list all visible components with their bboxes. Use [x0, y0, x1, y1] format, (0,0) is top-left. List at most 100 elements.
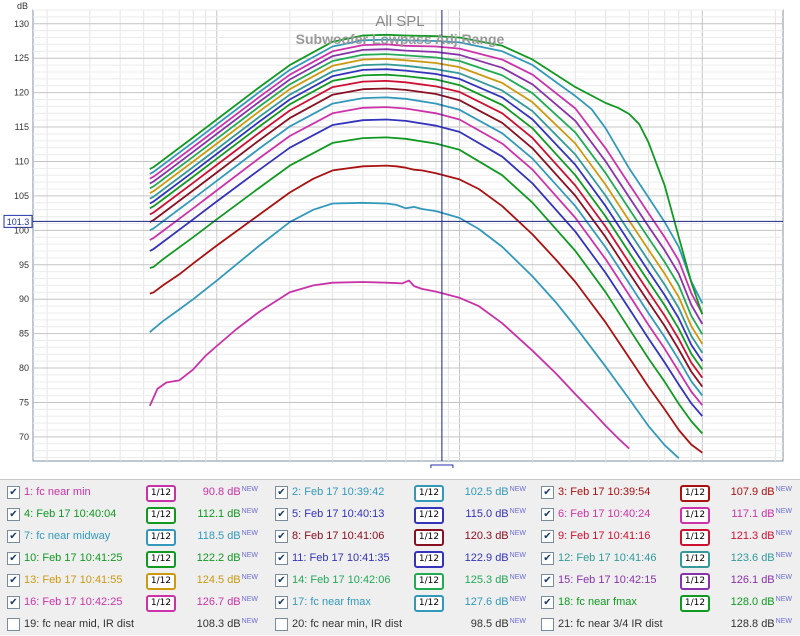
- checkbox-checked-icon[interactable]: ✔: [275, 508, 288, 521]
- legend-value-text: 120.3 dB: [464, 530, 509, 542]
- smoothing-button[interactable]: 1/12: [414, 529, 444, 546]
- checkbox-checked-icon[interactable]: ✔: [275, 596, 288, 609]
- smoothing-button[interactable]: 1/12: [414, 485, 444, 502]
- checkbox-checked-icon[interactable]: ✔: [275, 530, 288, 543]
- checkbox-checked-icon[interactable]: ✔: [7, 508, 20, 521]
- legend-item[interactable]: 19: fc near mid, IR dist 108.3 dBNEW: [0, 614, 266, 636]
- smoothing-button[interactable]: 1/12: [680, 507, 710, 524]
- checkbox-checked-icon[interactable]: ✔: [7, 552, 20, 565]
- x-tick-label: 800: [672, 467, 686, 468]
- legend-label: 14: Feb 17 10:42:06: [292, 574, 391, 586]
- smoothing-button[interactable]: 1/12: [414, 595, 444, 612]
- smoothing-button[interactable]: 1/12: [680, 573, 710, 590]
- checkbox-unchecked-icon[interactable]: [7, 618, 20, 631]
- x-tick-label: 60: [401, 467, 411, 468]
- checkbox-checked-icon[interactable]: ✔: [541, 596, 554, 609]
- smoothing-button[interactable]: 1/12: [414, 551, 444, 568]
- smoothing-button[interactable]: 1/12: [414, 507, 444, 524]
- series-line-2: [149, 201, 680, 459]
- chart-grid: [32, 9, 784, 462]
- legend-item[interactable]: ✔ 5: Feb 17 10:40:13 1/12 115.0 dBNEW: [268, 504, 534, 526]
- checkbox-unchecked-icon[interactable]: [541, 618, 554, 631]
- chart-subtitle: Subwoofer Lowpass Adj Range: [296, 31, 505, 47]
- smoothing-button[interactable]: 1/12: [680, 595, 710, 612]
- y-tick-label: 85: [19, 329, 29, 339]
- series-line-11: [149, 68, 704, 362]
- legend-item[interactable]: ✔ 9: Feb 17 10:41:16 1/12 121.3 dBNEW: [534, 526, 800, 548]
- checkbox-checked-icon[interactable]: ✔: [275, 552, 288, 565]
- legend-label: 3: Feb 17 10:39:54: [558, 486, 651, 498]
- legend-panel: ✔ 1: fc near min 1/12 90.8 dBNEW ✔ 2: Feb 17 …: [0, 479, 800, 635]
- checkbox-checked-icon[interactable]: ✔: [7, 574, 20, 587]
- legend-new-badge: NEW: [509, 596, 526, 603]
- smoothing-button[interactable]: 1/12: [146, 485, 176, 502]
- y-tick-label: 100: [14, 225, 29, 235]
- cursor-x-readout: 84.6: [433, 467, 451, 469]
- checkbox-checked-icon[interactable]: ✔: [541, 486, 554, 499]
- legend-value-text: 107.9 dB: [730, 486, 775, 498]
- checkbox-checked-icon[interactable]: ✔: [275, 574, 288, 587]
- legend-value: 126.1 dBNEW: [731, 574, 792, 586]
- checkbox-unchecked-icon[interactable]: [275, 618, 288, 631]
- checkbox-checked-icon[interactable]: ✔: [7, 596, 20, 609]
- legend-value: 102.5 dBNEW: [465, 486, 526, 498]
- legend-item[interactable]: ✔ 4: Feb 17 10:40:04 1/12 112.1 dBNEW: [0, 504, 266, 526]
- smoothing-button[interactable]: 1/12: [146, 551, 176, 568]
- checkbox-checked-icon[interactable]: ✔: [541, 574, 554, 587]
- legend-item[interactable]: ✔ 10: Feb 17 10:41:25 1/12 122.2 dBNEW: [0, 548, 266, 570]
- legend-value-text: 126.7 dB: [196, 596, 241, 608]
- legend-item[interactable]: ✔ 6: Feb 17 10:40:24 1/12 117.1 dBNEW: [534, 504, 800, 526]
- smoothing-button[interactable]: 1/12: [146, 507, 176, 524]
- checkbox-checked-icon[interactable]: ✔: [7, 530, 20, 543]
- y-tick-label: 95: [19, 260, 29, 270]
- legend-item[interactable]: ✔ 17: fc near fmax 1/12 127.6 dBNEW: [268, 592, 534, 614]
- legend-label: 9: Feb 17 10:41:16: [558, 530, 651, 542]
- legend-item[interactable]: ✔ 8: Feb 17 10:41:06 1/12 120.3 dBNEW: [268, 526, 534, 548]
- legend-value-text: 128.8 dB: [730, 618, 775, 630]
- legend-item[interactable]: ✔ 1: fc near min 1/12 90.8 dBNEW: [0, 482, 266, 504]
- checkbox-checked-icon[interactable]: ✔: [541, 552, 554, 565]
- checkbox-checked-icon[interactable]: ✔: [541, 530, 554, 543]
- legend-new-badge: NEW: [241, 552, 258, 559]
- legend-item[interactable]: ✔ 11: Feb 17 10:41:35 1/12 122.9 dBNEW: [268, 548, 534, 570]
- checkbox-checked-icon[interactable]: ✔: [7, 486, 20, 499]
- legend-item[interactable]: 20: fc near min, IR dist 98.5 dBNEW: [268, 614, 534, 636]
- legend-value-text: 122.9 dB: [464, 552, 509, 564]
- legend-item[interactable]: ✔ 7: fc near midway 1/12 118.5 dBNEW: [0, 526, 266, 548]
- x-tick-label: 6: [161, 467, 166, 468]
- legend-value: 123.6 dBNEW: [731, 552, 792, 564]
- smoothing-button[interactable]: 1/12: [146, 529, 176, 546]
- smoothing-button[interactable]: 1/12: [146, 573, 176, 590]
- legend-item[interactable]: ✔ 14: Feb 17 10:42:06 1/12 125.3 dBNEW: [268, 570, 534, 592]
- legend-value: 117.1 dBNEW: [731, 508, 792, 520]
- legend-value: 122.9 dBNEW: [465, 552, 526, 564]
- legend-value: 128.0 dBNEW: [731, 596, 792, 608]
- legend-item[interactable]: ✔ 15: Feb 17 10:42:15 1/12 126.1 dBNEW: [534, 570, 800, 592]
- legend-value-text: 90.8 dB: [202, 486, 241, 498]
- spl-chart[interactable]: 101.384.6 707580859095100105110115120125…: [0, 0, 800, 468]
- legend-item[interactable]: ✔ 2: Feb 17 10:39:42 1/12 102.5 dBNEW: [268, 482, 534, 504]
- smoothing-button[interactable]: 1/12: [680, 485, 710, 502]
- smoothing-button[interactable]: 1/12: [680, 551, 710, 568]
- checkbox-checked-icon[interactable]: ✔: [275, 486, 288, 499]
- legend-label: 17: fc near fmax: [292, 596, 371, 608]
- series-line-7: [149, 96, 704, 397]
- legend-value: 118.5 dBNEW: [197, 530, 258, 542]
- legend-item[interactable]: ✔ 12: Feb 17 10:41:46 1/12 123.6 dBNEW: [534, 548, 800, 570]
- legend-item[interactable]: 21: fc near 3/4 IR dist 128.8 dBNEW: [534, 614, 800, 636]
- legend-item[interactable]: ✔ 13: Feb 17 10:41:55 1/12 124.5 dBNEW: [0, 570, 266, 592]
- series-line-14: [149, 53, 704, 335]
- legend-item[interactable]: ✔ 16: Feb 17 10:42:25 1/12 126.7 dBNEW: [0, 592, 266, 614]
- legend-value-text: 123.6 dB: [730, 552, 775, 564]
- series-line-4: [149, 136, 703, 435]
- legend-value-text: 127.6 dB: [464, 596, 509, 608]
- x-tick-label: 8: [191, 467, 196, 468]
- x-tick-label: 80: [431, 467, 441, 468]
- smoothing-button[interactable]: 1/12: [680, 529, 710, 546]
- legend-item[interactable]: ✔ 3: Feb 17 10:39:54 1/12 107.9 dBNEW: [534, 482, 800, 504]
- smoothing-button[interactable]: 1/12: [146, 595, 176, 612]
- legend-item[interactable]: ✔ 18: fc near fmax 1/12 128.0 dBNEW: [534, 592, 800, 614]
- checkbox-checked-icon[interactable]: ✔: [541, 508, 554, 521]
- smoothing-button[interactable]: 1/12: [414, 573, 444, 590]
- legend-label: 18: fc near fmax: [558, 596, 637, 608]
